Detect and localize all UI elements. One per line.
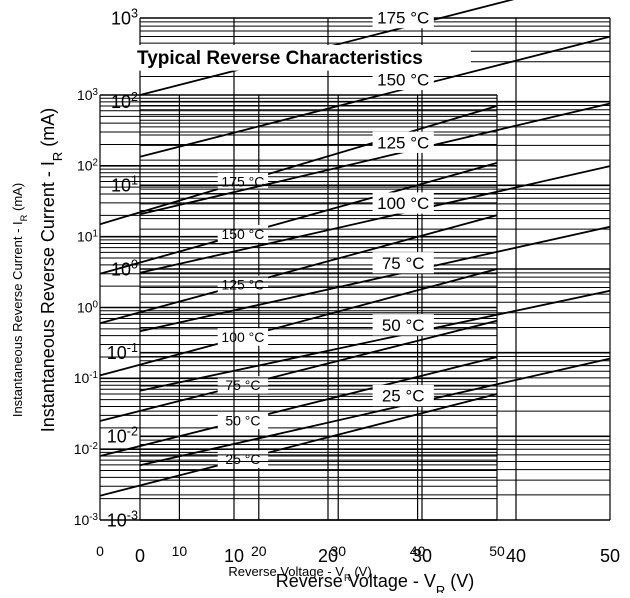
series-label: 25 °C (225, 451, 260, 467)
y-tick-label: 103 (111, 6, 138, 28)
series-line (99, 356, 498, 457)
x-tick-label: 40 (506, 546, 526, 566)
series-label-box (217, 328, 269, 346)
y-tick-label: 10-3 (107, 508, 138, 530)
x-tick-label: 20 (251, 543, 267, 559)
series-label: 150 °C (377, 71, 429, 90)
y-tick-label: 103 (77, 86, 99, 103)
series-label-box (217, 376, 269, 394)
series-label-box (372, 131, 434, 153)
x-tick-label: 20 (318, 546, 338, 566)
series-line (139, 35, 611, 158)
x-tick-label: 30 (412, 546, 432, 566)
series-label-box (372, 384, 434, 407)
series-label: 75 °C (225, 377, 260, 393)
series-line (139, 0, 515, 96)
series-line (139, 225, 611, 333)
x-tick-label: 0 (96, 543, 104, 559)
y-axis-label: Instantaneous Reverse Current - IR (mA) (10, 183, 29, 417)
x-tick-label: 40 (410, 543, 426, 559)
series-label-box (372, 252, 434, 274)
series-label: 125 °C (221, 276, 264, 292)
x-tick-label: 50 (600, 546, 620, 566)
y-tick-label: 101 (111, 174, 138, 196)
series-label: 25 °C (382, 387, 425, 406)
series-label-box (372, 68, 434, 91)
x-tick-label: 0 (135, 546, 145, 566)
chart-title: Typical Reverse Characteristics (137, 48, 423, 69)
series-line (99, 268, 498, 377)
x-tick-label: 10 (224, 546, 244, 566)
series-label: 175 °C (377, 9, 429, 28)
x-tick-label: 30 (330, 543, 346, 559)
series-label: 75 °C (382, 254, 425, 273)
y-tick-label: 101 (77, 228, 98, 245)
y-tick-label: 10-2 (74, 441, 98, 458)
series-label-box (372, 6, 434, 29)
y-tick-label: 100 (77, 299, 99, 316)
y-tick-label: 100 (111, 257, 138, 279)
y-tick-label: 102 (111, 90, 138, 112)
y-tick-label: 10-1 (74, 370, 98, 387)
y-tick-label: 10-2 (107, 425, 138, 447)
series-label-box (372, 192, 434, 214)
series-label: 150 °C (221, 226, 264, 242)
series-line (139, 289, 611, 392)
series-label-box (217, 275, 269, 294)
x-tick-label: 50 (489, 543, 505, 559)
series-line (139, 357, 611, 467)
series-label: 125 °C (377, 133, 429, 152)
x-tick-label: 10 (172, 543, 188, 559)
series-line (139, 102, 611, 216)
y-tick-label: 102 (77, 157, 98, 174)
series-label-box (372, 314, 434, 336)
y-tick-label: 10-1 (107, 341, 138, 363)
chart-title-box (133, 45, 471, 71)
y-axis-label: Instantaneous Reverse Current - IR (mA) (38, 108, 65, 433)
series-line (139, 165, 611, 274)
x-axis-label: Reverse Voltage - VR (V) (228, 564, 371, 583)
series-label-box (217, 411, 269, 430)
y-tick-label: 10-3 (74, 511, 99, 528)
series-label: 100 °C (377, 194, 429, 213)
series-line (99, 105, 498, 226)
series-label: 50 °C (382, 316, 425, 335)
x-axis-label: Reverse Voltage - VR (V) (276, 571, 474, 593)
series-label: 50 °C (225, 412, 260, 428)
series-label: 100 °C (221, 329, 264, 345)
